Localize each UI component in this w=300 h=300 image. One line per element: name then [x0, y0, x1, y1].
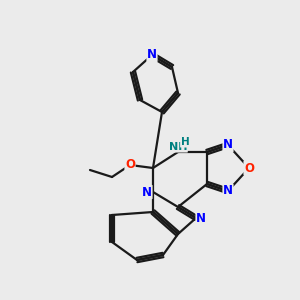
Text: O: O — [125, 158, 135, 172]
Text: N: N — [223, 139, 233, 152]
Text: O: O — [244, 161, 254, 175]
Text: N: N — [196, 212, 206, 224]
Text: N: N — [147, 49, 157, 62]
Text: NH: NH — [169, 142, 187, 152]
Text: N: N — [142, 185, 152, 199]
Text: N: N — [223, 184, 233, 197]
Text: H: H — [181, 137, 189, 147]
